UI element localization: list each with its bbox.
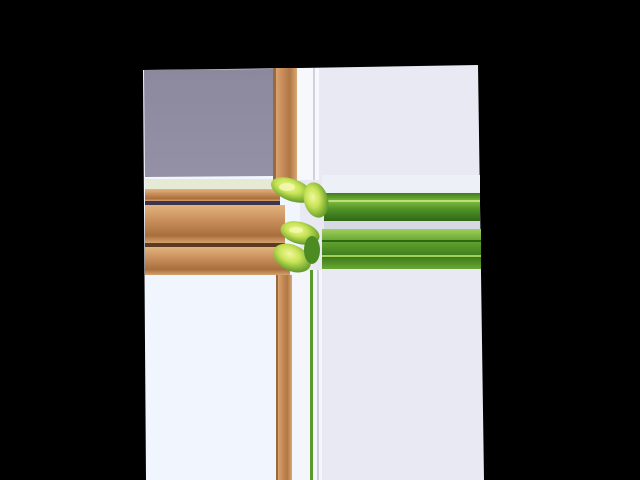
green-band-stripe-2 bbox=[322, 255, 481, 257]
wood-crossbar-1 bbox=[145, 179, 273, 189]
wood-crossbar-4 bbox=[145, 247, 290, 275]
white-trim-top bbox=[297, 68, 319, 180]
trim-line-bottom bbox=[317, 270, 319, 480]
wood-post-top-edge bbox=[273, 68, 276, 180]
green-band-stripe bbox=[322, 240, 481, 242]
green-band-highlight bbox=[324, 200, 480, 202]
crossbar-shadow bbox=[145, 201, 280, 205]
wood-crossbar-3 bbox=[145, 205, 285, 243]
white-trim-line bbox=[313, 68, 315, 180]
green-vertical-line bbox=[310, 270, 313, 480]
green-band-gap bbox=[324, 221, 480, 229]
green-band-upper bbox=[324, 193, 480, 221]
wood-crossbar-2 bbox=[145, 189, 280, 201]
grey-pane bbox=[144, 69, 273, 177]
right-panel bbox=[300, 65, 484, 480]
wood-post-bottom bbox=[276, 275, 292, 480]
wood-post-bottom-edge bbox=[276, 275, 278, 480]
green-band-lower bbox=[322, 229, 481, 269]
wood-post-top bbox=[273, 68, 297, 180]
crossbar-shadow-2 bbox=[145, 243, 285, 247]
right-top-band bbox=[322, 175, 480, 193]
leaf-cluster bbox=[270, 177, 329, 273]
